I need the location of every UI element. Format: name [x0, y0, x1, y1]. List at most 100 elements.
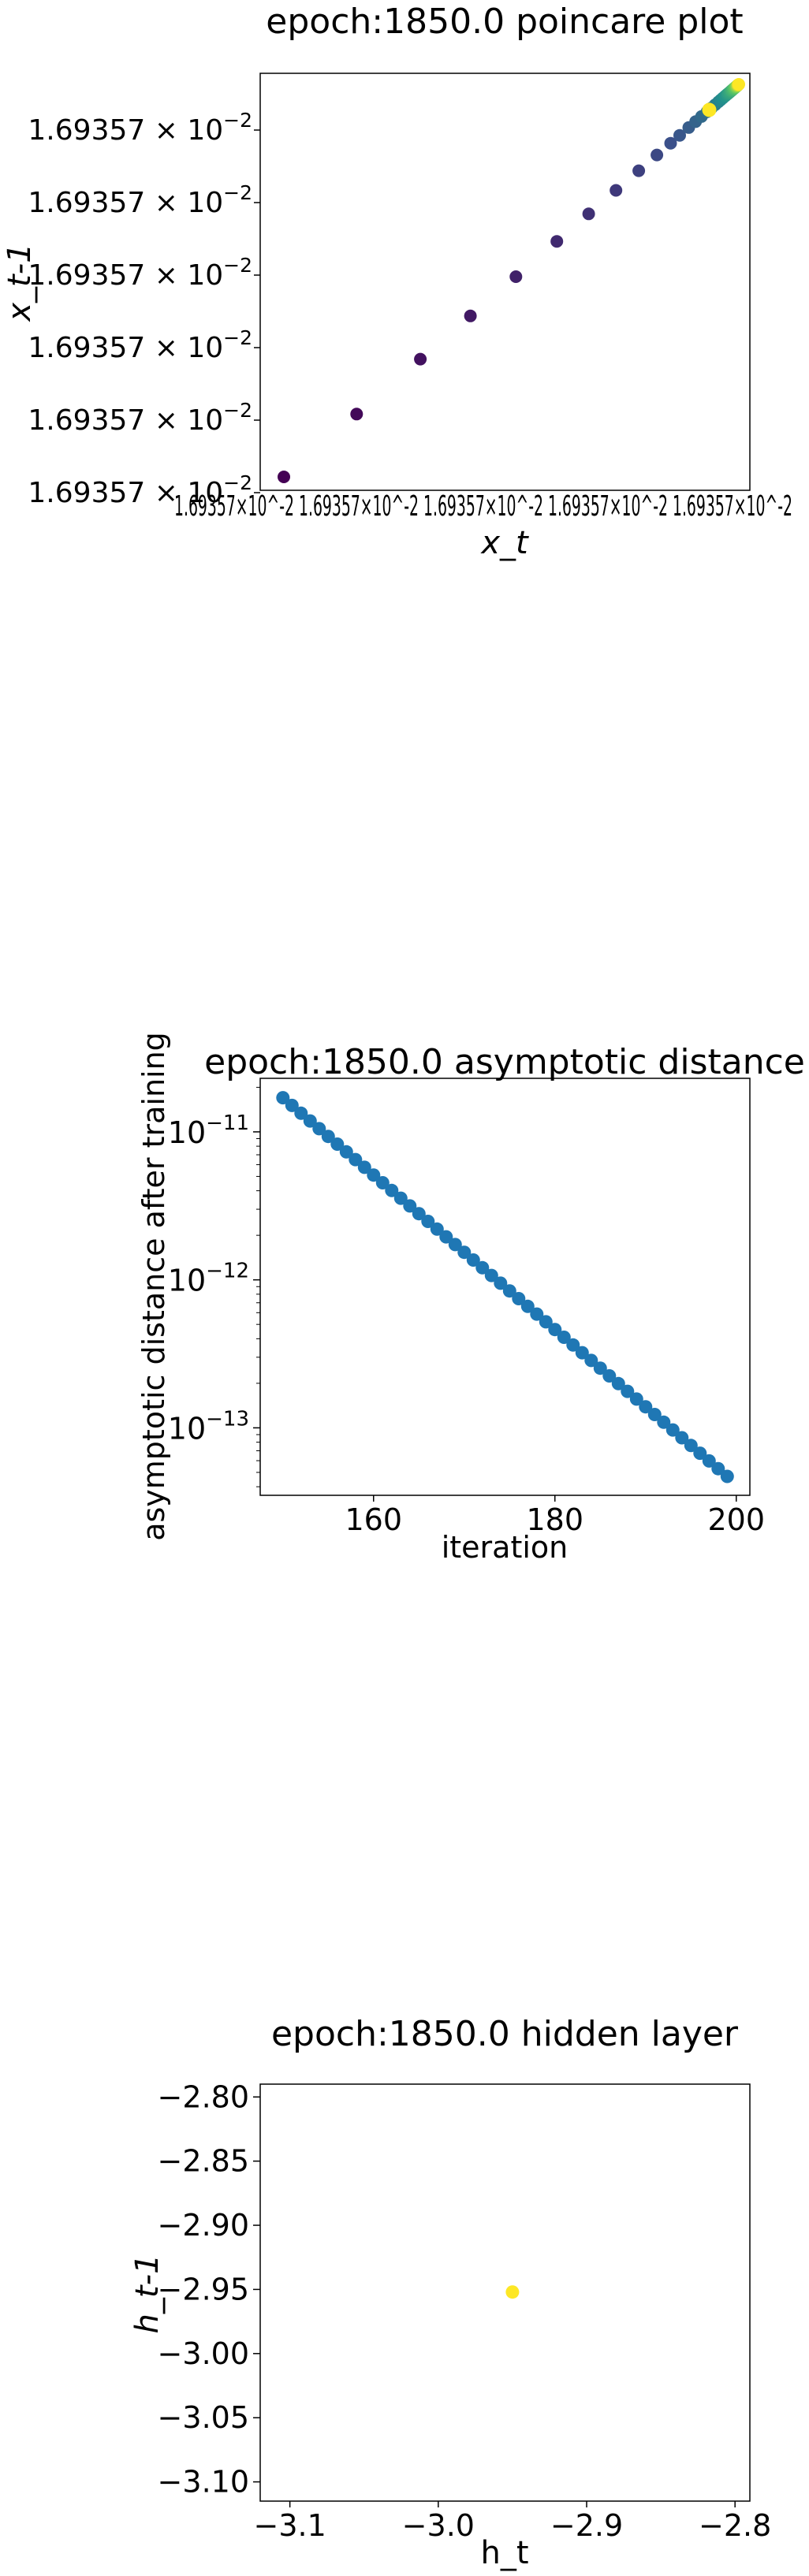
asymptotic-y-label: asymptotic distance after training: [136, 1032, 171, 1541]
asymptotic-y-tick-label: 10−13: [168, 1407, 249, 1446]
asymptotic-x-tick-label: 200: [707, 1502, 765, 1537]
poincare-chart: epoch:1850.0 poincare plot 1.69357 × 10−…: [2, 2, 792, 561]
asymptotic-point: [276, 1091, 290, 1105]
asymptotic-chart: epoch:1850.0 asymptotic distance 160 180 2…: [136, 1032, 805, 1565]
asymptotic-point: [303, 1114, 317, 1128]
poincare-point: [733, 78, 745, 91]
poincare-point: [673, 128, 686, 142]
asymptotic-point: [375, 1176, 390, 1189]
poincare-y-tick-label: 1.69357 × 10−2: [28, 399, 252, 437]
asymptotic-y-ticks: 10−11 10−12 10−13: [168, 1086, 260, 1487]
poincare-points: [278, 78, 745, 483]
asymptotic-point: [557, 1331, 571, 1344]
asymptotic-point: [675, 1431, 689, 1445]
hidden-layer-y-tick-label: −2.80: [158, 2079, 249, 2114]
asymptotic-point: [520, 1299, 535, 1313]
asymptotic-point: [457, 1245, 472, 1260]
asymptotic-point: [312, 1122, 326, 1136]
asymptotic-point: [357, 1160, 371, 1174]
asymptotic-points: [276, 1091, 734, 1483]
asymptotic-point: [349, 1152, 363, 1167]
hidden-layer-x-ticks: −3.1 −3.0 −2.9 −2.8: [253, 2501, 771, 2543]
poincare-point: [509, 270, 523, 283]
poincare-point: [664, 136, 677, 150]
poincare-y-tick-label: 1.69357 × 10−2: [28, 181, 252, 219]
poincare-point: [610, 184, 623, 197]
poincare-point: [582, 207, 595, 221]
asymptotic-point: [657, 1415, 671, 1429]
hidden-layer-y-tick-label: −3.10: [158, 2465, 249, 2500]
asymptotic-x-ticks: 160 180 200: [345, 1495, 765, 1537]
asymptotic-point: [684, 1439, 698, 1453]
asymptotic-point: [665, 1423, 680, 1437]
hidden-layer-y-tick-label: −3.00: [158, 2336, 249, 2371]
asymptotic-point: [484, 1268, 498, 1282]
asymptotic-point: [421, 1215, 435, 1228]
asymptotic-point: [629, 1392, 643, 1406]
asymptotic-point: [548, 1323, 562, 1337]
hidden-layer-y-ticks: −2.80 −2.85 −2.90 −2.95 −3.00 −3.05 −3.10: [158, 2079, 260, 2500]
poincare-title: epoch:1850.0 poincare plot: [266, 2, 743, 42]
asymptotic-y-tick-label: 10−11: [168, 1111, 249, 1150]
hidden-layer-x-tick-label: −2.8: [699, 2508, 771, 2543]
asymptotic-point: [321, 1130, 335, 1144]
hidden-layer-points: [505, 2285, 520, 2299]
asymptotic-point: [502, 1284, 516, 1298]
poincare-y-ticks: 1.69357 × 10−2 1.69357 × 10−2 1.69357 × 10…: [28, 109, 260, 509]
asymptotic-point: [439, 1230, 453, 1244]
asymptotic-point: [602, 1369, 617, 1383]
asymptotic-point: [385, 1183, 399, 1197]
poincare-x-tick-labels: 1.69357×10^-2 1.69357×10^-2 1.69357×10^-…: [174, 490, 792, 523]
asymptotic-x-tick-label: 180: [526, 1502, 583, 1537]
asymptotic-point: [530, 1307, 544, 1321]
poincare-point: [350, 408, 363, 421]
hidden-layer-chart: epoch:1850.0 hidden layer −3.1 −3.0 −2.9 −2…: [129, 2014, 771, 2571]
asymptotic-point: [466, 1253, 480, 1267]
asymptotic-title: epoch:1850.0 asymptotic distance: [204, 1042, 805, 1082]
asymptotic-point: [494, 1276, 508, 1290]
poincare-point: [278, 471, 290, 483]
poincare-point: [550, 235, 564, 248]
asymptotic-point: [339, 1145, 353, 1159]
hidden-layer-x-tick-label: −3.0: [402, 2508, 475, 2543]
hidden-layer-x-label: h_t: [480, 2535, 528, 2571]
poincare-point: [632, 164, 646, 177]
asymptotic-point: [430, 1222, 444, 1236]
asymptotic-point: [539, 1315, 553, 1329]
asymptotic-point: [412, 1207, 426, 1221]
asymptotic-y-tick-label: 10−12: [168, 1260, 249, 1298]
hidden-layer-y-tick-label: −2.90: [158, 2208, 249, 2243]
asymptotic-point: [611, 1376, 625, 1390]
poincare-y-tick-label: 1.69357 × 10−2: [28, 254, 252, 292]
asymptotic-point: [393, 1191, 408, 1205]
asymptotic-point: [584, 1353, 598, 1368]
asymptotic-point: [475, 1260, 490, 1275]
asymptotic-point: [330, 1137, 345, 1151]
asymptotic-point: [448, 1238, 462, 1252]
poincare-y-tick-label: 1.69357 × 10−2: [28, 326, 252, 364]
poincare-plot-area: [259, 73, 751, 491]
poincare-point: [464, 309, 477, 322]
hidden-layer-point: [505, 2285, 520, 2299]
asymptotic-point: [720, 1469, 734, 1483]
hidden-layer-y-label: h_t-1: [129, 2254, 166, 2334]
asymptotic-point: [294, 1106, 308, 1120]
poincare-point: [651, 148, 664, 162]
asymptotic-point: [367, 1168, 381, 1182]
poincare-y-tick-label: 1.69357 × 10−2: [28, 471, 252, 509]
asymptotic-point: [575, 1346, 589, 1360]
hidden-layer-x-tick-label: −2.9: [550, 2508, 623, 2543]
asymptotic-point: [621, 1384, 635, 1398]
asymptotic-point: [285, 1098, 299, 1112]
poincare-x-label: x_t: [479, 525, 529, 561]
hidden-layer-y-tick-label: −2.95: [158, 2272, 249, 2306]
poincare-y-tick-label: 1.69357 × 10−2: [28, 109, 252, 147]
hidden-layer-plot-area: [259, 2083, 751, 2502]
hidden-layer-y-tick-label: −2.85: [158, 2144, 249, 2179]
asymptotic-x-tick-label: 160: [345, 1502, 402, 1537]
asymptotic-point: [647, 1408, 662, 1421]
asymptotic-point: [711, 1461, 725, 1476]
poincare-point: [414, 352, 427, 366]
poincare-y-label: x_t-1: [2, 243, 38, 322]
